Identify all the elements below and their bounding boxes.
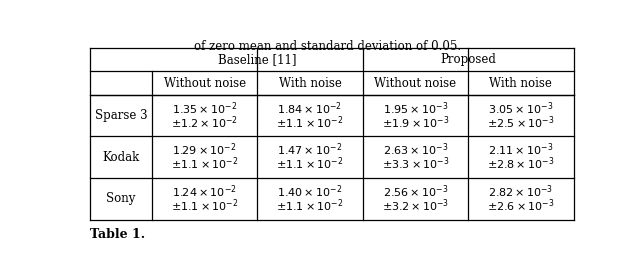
Text: $\pm1.1 \times 10^{-2}$: $\pm1.1 \times 10^{-2}$ [276, 198, 344, 214]
Text: $1.24 \times 10^{-2}$: $1.24 \times 10^{-2}$ [172, 183, 237, 200]
Text: Baseline [11]: Baseline [11] [218, 53, 296, 66]
Text: $\pm2.5 \times 10^{-3}$: $\pm2.5 \times 10^{-3}$ [487, 114, 555, 131]
Text: Sony: Sony [106, 192, 136, 205]
Text: $\pm1.1 \times 10^{-2}$: $\pm1.1 \times 10^{-2}$ [276, 156, 344, 172]
Text: $2.63 \times 10^{-3}$: $2.63 \times 10^{-3}$ [383, 142, 448, 158]
Text: $3.05 \times 10^{-3}$: $3.05 \times 10^{-3}$ [488, 100, 554, 117]
Text: $\pm3.3 \times 10^{-3}$: $\pm3.3 \times 10^{-3}$ [381, 156, 449, 172]
Text: $1.29 \times 10^{-2}$: $1.29 \times 10^{-2}$ [172, 142, 237, 158]
Text: $\pm2.8 \times 10^{-3}$: $\pm2.8 \times 10^{-3}$ [487, 156, 554, 172]
Text: $1.84 \times 10^{-2}$: $1.84 \times 10^{-2}$ [278, 100, 342, 117]
Text: $\pm2.6 \times 10^{-3}$: $\pm2.6 \times 10^{-3}$ [487, 198, 555, 214]
Text: $\pm1.1 \times 10^{-2}$: $\pm1.1 \times 10^{-2}$ [171, 156, 239, 172]
Text: $2.82 \times 10^{-3}$: $2.82 \times 10^{-3}$ [488, 183, 554, 200]
Text: $2.56 \times 10^{-3}$: $2.56 \times 10^{-3}$ [383, 183, 448, 200]
Text: With noise: With noise [490, 76, 552, 90]
Text: $2.11 \times 10^{-3}$: $2.11 \times 10^{-3}$ [488, 142, 554, 158]
Text: $\pm1.2 \times 10^{-2}$: $\pm1.2 \times 10^{-2}$ [171, 114, 238, 131]
Text: Table 1.: Table 1. [90, 228, 145, 241]
Text: $\pm1.1 \times 10^{-2}$: $\pm1.1 \times 10^{-2}$ [171, 198, 239, 214]
Text: of zero mean and standard deviation of 0.05.: of zero mean and standard deviation of 0… [195, 40, 461, 53]
Text: With noise: With noise [278, 76, 342, 90]
Text: Without noise: Without noise [164, 76, 246, 90]
Text: Kodak: Kodak [102, 151, 140, 163]
Text: Proposed: Proposed [440, 53, 496, 66]
Text: $1.95 \times 10^{-3}$: $1.95 \times 10^{-3}$ [383, 100, 448, 117]
Text: Sparse 3: Sparse 3 [95, 109, 147, 122]
Text: $\pm1.9 \times 10^{-3}$: $\pm1.9 \times 10^{-3}$ [381, 114, 449, 131]
Text: $1.47 \times 10^{-2}$: $1.47 \times 10^{-2}$ [277, 142, 342, 158]
Text: $\pm1.1 \times 10^{-2}$: $\pm1.1 \times 10^{-2}$ [276, 114, 344, 131]
Text: $1.40 \times 10^{-2}$: $1.40 \times 10^{-2}$ [277, 183, 342, 200]
Text: Without noise: Without noise [374, 76, 456, 90]
Text: $1.35 \times 10^{-2}$: $1.35 \times 10^{-2}$ [172, 100, 237, 117]
Text: $\pm3.2 \times 10^{-3}$: $\pm3.2 \times 10^{-3}$ [382, 198, 449, 214]
